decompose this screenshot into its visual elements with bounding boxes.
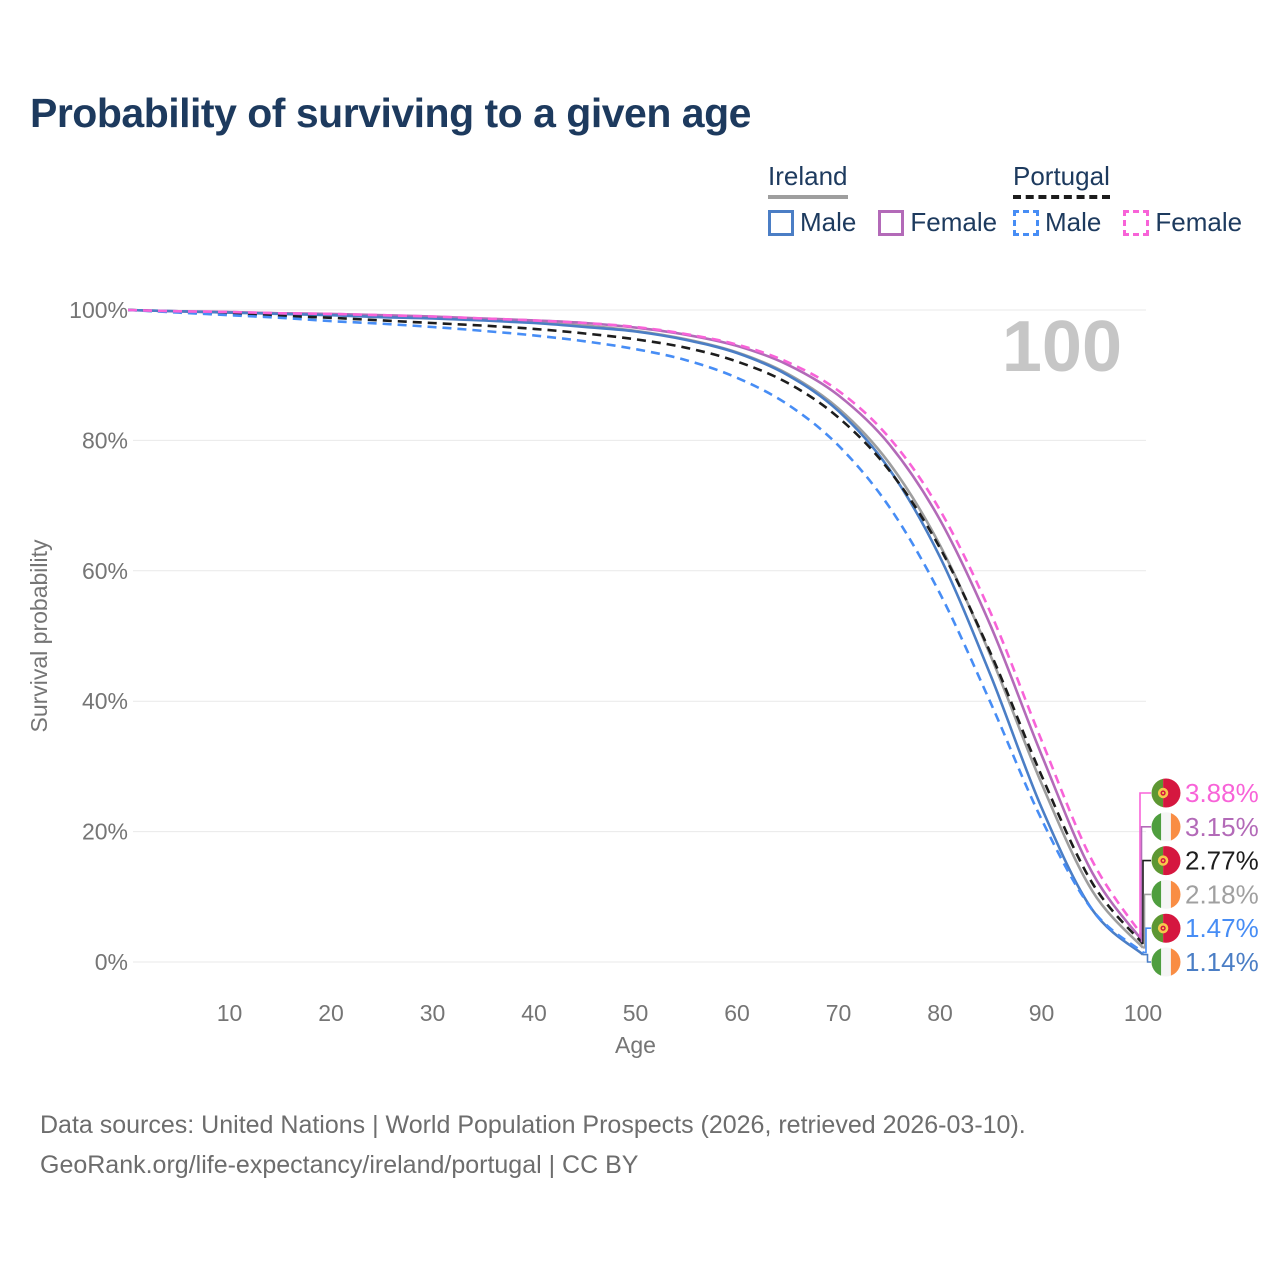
line-portugal-male: [127, 308, 1144, 954]
x-tick-label: 50: [623, 1000, 649, 1026]
footer-sources: Data sources: United Nations | World Pop…: [40, 1111, 1026, 1139]
x-tick-label: 40: [521, 1000, 547, 1026]
line-portugal-all: [127, 308, 1144, 945]
footer: Data sources: United Nations | World Pop…: [40, 1105, 1026, 1185]
legend-item-ireland-male[interactable]: Male: [768, 207, 856, 238]
legend-item-label: Female: [910, 207, 998, 237]
ireland-flag-icon: [1151, 947, 1181, 977]
x-tick-label: 20: [318, 1000, 344, 1026]
ireland-flag-icon: [1151, 879, 1181, 909]
end-value-label-portugal-male: 1.47%: [1185, 913, 1259, 943]
line-ireland-male: [127, 308, 1144, 956]
y-tick-label: 40%: [82, 688, 128, 714]
portugal-flag-icon: [1151, 846, 1181, 876]
legend: Ireland Male Female Portugal Mal: [0, 161, 1280, 251]
y-tick-label: 20%: [82, 819, 128, 845]
line-portugal-female: [127, 308, 1145, 938]
x-tick-label: 90: [1029, 1000, 1055, 1026]
ireland-flag-icon: [1151, 812, 1181, 842]
x-axis-title: Age: [615, 1032, 656, 1058]
x-tick-label: 60: [724, 1000, 750, 1026]
x-tick-label: 10: [217, 1000, 243, 1026]
page-title: Probability of surviving to a given age: [30, 90, 751, 136]
legend-country-ireland-label: Ireland: [768, 161, 848, 199]
legend-country-portugal-label: Portugal: [1013, 161, 1110, 199]
end-value-label-portugal-all: 2.77%: [1185, 846, 1259, 876]
end-label-connector: [1143, 927, 1151, 954]
end-value-label-ireland-all: 2.18%: [1185, 879, 1259, 909]
portugal-flag-icon: [1151, 778, 1181, 808]
legend-item-portugal-male[interactable]: Male: [1013, 207, 1101, 238]
portugal-female-swatch-icon: [1123, 209, 1150, 236]
line-ireland-female: [127, 308, 1145, 943]
end-label-connector: [1143, 893, 1151, 949]
y-tick-label: 100%: [69, 297, 128, 323]
end-label-connector: [1142, 859, 1151, 944]
legend-item-label: Male: [1045, 207, 1102, 237]
legend-item-portugal-female[interactable]: Female: [1123, 207, 1242, 238]
legend-group-ireland: Ireland Male Female: [768, 161, 1019, 238]
legend-items-portugal: Male Female: [1013, 207, 1264, 238]
age-watermark: 100: [1002, 307, 1122, 387]
ireland-male-swatch-icon: [768, 209, 794, 236]
legend-items-ireland: Male Female: [768, 207, 1019, 238]
y-axis-title: Survival probability: [26, 539, 52, 733]
x-tick-label: 80: [927, 1000, 953, 1026]
legend-group-portugal: Portugal Male Female: [1013, 161, 1264, 238]
y-tick-label: 80%: [82, 427, 128, 453]
x-tick-label: 30: [420, 1000, 446, 1026]
portugal-male-swatch-icon: [1013, 209, 1039, 236]
y-tick-label: 0%: [95, 949, 128, 975]
x-tick-label: 100: [1124, 1000, 1162, 1026]
portugal-flag-icon: [1151, 913, 1181, 943]
legend-item-label: Female: [1155, 207, 1243, 237]
legend-item-label: Male: [800, 207, 857, 237]
end-label-connector: [1143, 953, 1151, 963]
legend-item-ireland-female[interactable]: Female: [878, 207, 997, 238]
legend-country-ireland[interactable]: Ireland: [768, 161, 1019, 199]
x-tick-label: 70: [826, 1000, 852, 1026]
footer-attribution: GeoRank.org/life-expectancy/ireland/port…: [40, 1151, 639, 1179]
ireland-female-swatch-icon: [878, 209, 905, 236]
end-value-label-ireland-male: 1.14%: [1185, 947, 1259, 977]
legend-country-portugal[interactable]: Portugal: [1013, 161, 1264, 199]
end-value-label-ireland-female: 3.15%: [1185, 812, 1259, 842]
end-value-label-portugal-female: 3.88%: [1185, 778, 1259, 808]
y-tick-label: 60%: [82, 558, 128, 584]
